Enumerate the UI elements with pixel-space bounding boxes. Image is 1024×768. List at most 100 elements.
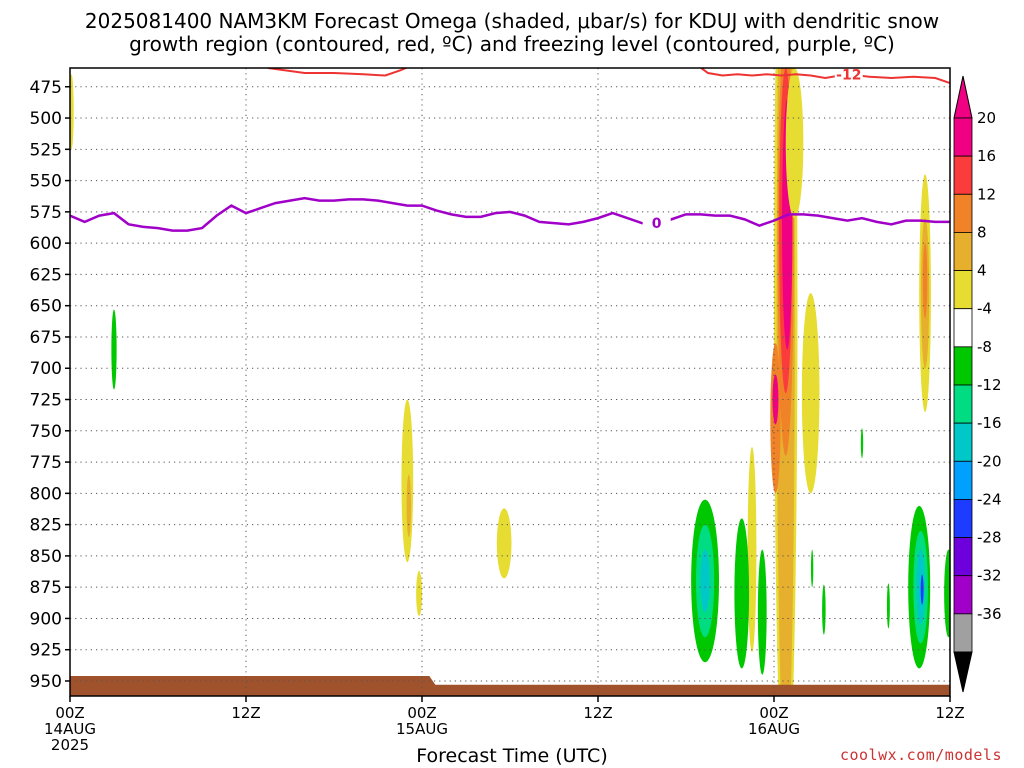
x-tick-label: 00Z: [407, 704, 436, 722]
y-tick-label: 925: [30, 641, 62, 661]
y-tick-label: 825: [30, 516, 62, 536]
credit-text: coolwx.com/models: [839, 746, 1002, 764]
colorbar-band: [953, 193, 973, 233]
y-tick-label: 650: [30, 297, 62, 317]
colorbar-band: [953, 308, 973, 348]
y-tick-label: 725: [30, 391, 62, 411]
colorbar-band: [953, 613, 973, 653]
colorbar-label: 12: [977, 185, 996, 203]
omega-region-neg4: [111, 309, 117, 390]
terrain-polygon: [70, 675, 950, 696]
x-tick-label: 2025: [51, 736, 89, 754]
y-tick-label: 875: [30, 578, 62, 598]
y-tick-label: 800: [30, 484, 62, 504]
x-axis-title: Forecast Time (UTC): [416, 745, 608, 767]
colorbar-band: [953, 499, 973, 538]
contour-label-bg: [642, 215, 671, 232]
y-tick-label: 900: [30, 609, 62, 629]
x-tick-label: 14AUG: [44, 720, 96, 738]
omega-region-pos12: [922, 243, 928, 319]
x-tick-label: 00Z: [55, 704, 84, 722]
omega-region-neg20: [920, 574, 924, 605]
contour-label: 0: [652, 216, 662, 232]
omega-region-pos8: [406, 474, 411, 538]
colorbar-label: -8: [977, 338, 992, 356]
colorbar-band: [953, 270, 973, 310]
x-tick-label: 15AUG: [396, 720, 448, 738]
colorbar-band: [953, 384, 973, 424]
y-tick-label: 950: [30, 672, 62, 692]
omega-region-pos4: [416, 570, 423, 616]
omega-region-neg4: [810, 549, 814, 588]
colorbar-band: [953, 232, 973, 271]
y-tick-label: 600: [30, 234, 62, 254]
freezing-level-contour: [70, 196, 950, 232]
colorbar-band: [953, 575, 973, 615]
omega-region-neg4: [822, 584, 826, 635]
colorbar-band: [953, 117, 973, 157]
colorbar-label: 16: [977, 147, 996, 165]
x-tick-label: 16AUG: [748, 720, 800, 738]
y-tick-label: 750: [30, 422, 62, 442]
colorbar-band: [953, 422, 973, 462]
omega-region-neg12: [916, 549, 925, 625]
contour-lines: -12 0: [70, 67, 950, 232]
x-tick-label: 12Z: [583, 704, 612, 722]
contour-label: -12: [836, 67, 861, 83]
y-tick-label: 550: [30, 172, 62, 192]
y-tick-label: 525: [30, 140, 62, 160]
omega-region-neg4: [734, 518, 750, 669]
omega-region-pos4: [785, 68, 804, 219]
dgz-minus12-contour: [267, 68, 409, 77]
chart-title-line-1: 2025081400 NAM3KM Forecast Omega (shaded…: [84, 9, 940, 33]
chart-title-line-2: growth region (contoured, red, ºC) and f…: [129, 32, 895, 56]
y-tick-label: 475: [30, 78, 62, 98]
colorbar-band: [953, 155, 973, 195]
y-tick-label: 700: [30, 359, 62, 379]
colorbar-label: -36: [977, 605, 1002, 623]
colorbar-label: -4: [977, 300, 992, 318]
y-tick-label: 500: [30, 109, 62, 129]
omega-region-neg4: [757, 549, 767, 675]
colorbar-bottom-arrow: [953, 651, 973, 693]
omega-shading: [70, 68, 950, 696]
colorbar-label: 4: [977, 262, 987, 280]
omega-region-neg4: [860, 428, 864, 459]
omega-region-neg4: [944, 549, 950, 638]
x-tick-label: 12Z: [935, 704, 964, 722]
colorbar-band: [953, 346, 973, 386]
y-tick-label: 850: [30, 547, 62, 567]
y-tick-label: 575: [30, 203, 62, 223]
omega-region-pos4: [401, 399, 414, 563]
x-tick-label: 12Z: [231, 704, 260, 722]
plot-frame: [69, 67, 951, 697]
colorbar-label: -32: [977, 567, 1002, 585]
omega-region-pos4: [70, 74, 74, 150]
contour-label-bg: [834, 68, 863, 83]
terrain-fill: [70, 675, 950, 696]
omega-region-pos4: [496, 508, 512, 579]
x-tick-label: 00Z: [759, 704, 788, 722]
colorbar: 20 16 12 8 4 -4 -8 -12 -16 -20 -24 -28 -32 -36: [953, 75, 1002, 693]
y-tick-label: 775: [30, 453, 62, 473]
colorbar-label: -20: [977, 452, 1002, 470]
colorbar-label: 8: [977, 223, 987, 241]
colorbar-label: -24: [977, 490, 1002, 508]
dgz-minus12-contour: [699, 68, 950, 84]
colorbar-label: 20: [977, 109, 996, 127]
colorbar-top-arrow: [953, 75, 973, 119]
omega-region-pos4: [801, 293, 820, 494]
y-axis: 475 500 525 550 575 600 625 650 675 700 725 750 775 8…: [30, 78, 70, 692]
omega-region-neg4: [886, 583, 890, 629]
colorbar-label: -28: [977, 529, 1002, 547]
y-tick-label: 625: [30, 265, 62, 285]
colorbar-label: -12: [977, 376, 1002, 394]
omega-region-pos4: [747, 447, 757, 653]
colorbar-label: -16: [977, 414, 1002, 432]
colorbar-band: [953, 460, 973, 500]
colorbar-band: [953, 537, 973, 577]
grid-lines: [69, 68, 951, 696]
omega-region-neg12: [700, 549, 710, 613]
